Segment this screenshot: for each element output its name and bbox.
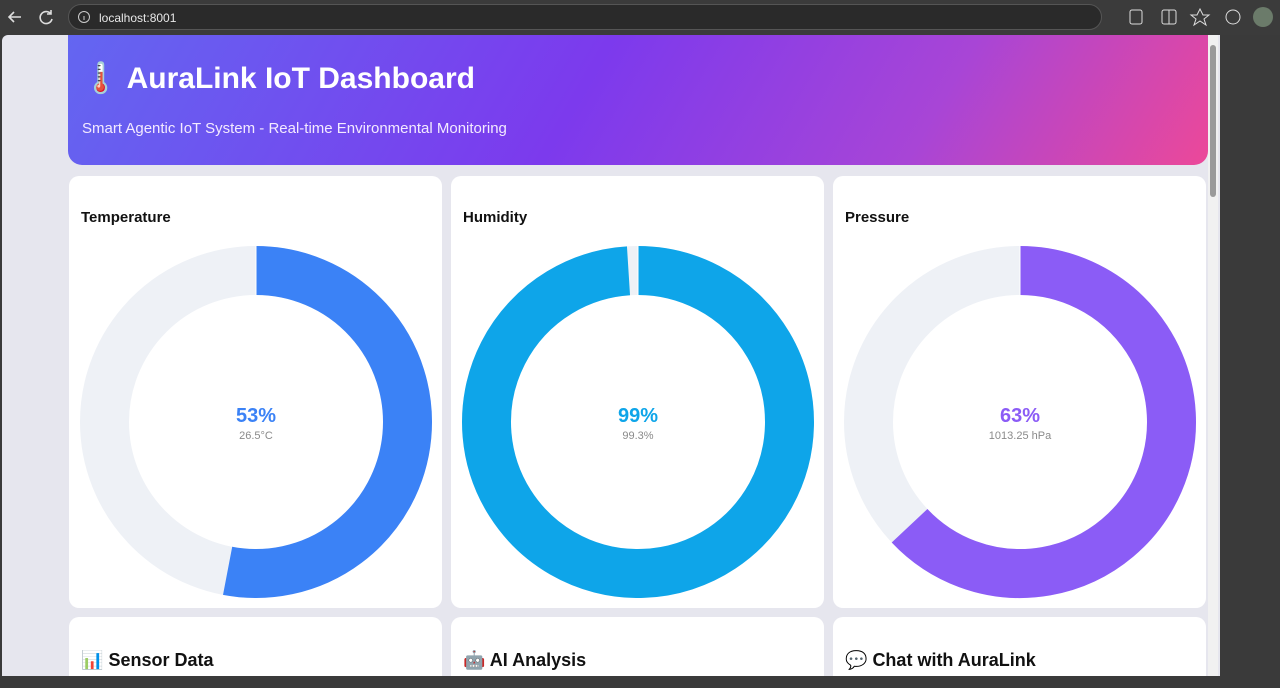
title-text: AuraLink IoT Dashboard — [126, 62, 475, 95]
gauge-percent: 99% — [618, 405, 658, 427]
panel-card: 💬 Chat with AuraLink — [833, 617, 1206, 676]
gauge-percent: 63% — [1000, 405, 1040, 427]
panel-title: 💬 Chat with AuraLink — [845, 650, 1036, 671]
scroll-thumb[interactable] — [1210, 45, 1216, 197]
browser-actions[interactable] — [1110, 0, 1280, 35]
panel-card: 📊 Sensor Data — [69, 617, 442, 676]
info-icon — [78, 11, 90, 23]
gauge-percent: 53% — [236, 405, 276, 427]
gauge-card: 99% 99.3% Humidity — [451, 176, 824, 608]
gauge-card: 53% 26.5°C Temperature — [69, 176, 442, 608]
gauge: 63% 1013.25 hPa — [844, 246, 1196, 598]
panel-title: 🤖 AI Analysis — [463, 650, 586, 671]
gauge-reading: 99.3% — [622, 430, 653, 442]
nav-buttons[interactable] — [0, 0, 60, 35]
panel-icon: 🤖 — [463, 650, 486, 670]
gauge-arc — [891, 246, 1196, 598]
scrollbar[interactable] — [1208, 35, 1218, 676]
panel-card: 🤖 AI Analysis — [451, 617, 824, 676]
panel-title-text: AI Analysis — [489, 650, 587, 670]
gauge-card: 63% 1013.25 hPa Pressure — [833, 176, 1206, 608]
address-bar[interactable]: localhost:8001 — [68, 4, 1102, 30]
gauge-title: Humidity — [463, 209, 528, 226]
browser-toolbar: localhost:8001 — [0, 0, 1280, 35]
header-icon: 🌡️ — [82, 62, 120, 95]
page: 🌡️ AuraLink IoT Dashboard Smart Agentic … — [2, 35, 1220, 676]
subtitle: Smart Agentic IoT System - Real-time Env… — [82, 120, 507, 137]
page-title: 🌡️ AuraLink IoT Dashboard — [82, 61, 475, 96]
gauge-reading: 26.5°C — [239, 430, 273, 442]
panel-title-text: Sensor Data — [108, 650, 214, 670]
header: 🌡️ AuraLink IoT Dashboard Smart Agentic … — [68, 35, 1208, 165]
panel-icon: 📊 — [81, 650, 104, 670]
panel-title-text: Chat with AuraLink — [872, 650, 1036, 670]
gauge: 99% 99.3% — [462, 246, 814, 598]
panel-title: 📊 Sensor Data — [81, 650, 213, 671]
gauge-reading: 1013.25 hPa — [989, 430, 1052, 442]
url: localhost:8001 — [99, 11, 177, 25]
gauge-arc — [223, 246, 432, 598]
gauge-title: Pressure — [845, 209, 910, 226]
gauge-arc — [462, 246, 814, 598]
panel-icon: 💬 — [845, 650, 868, 670]
gauge-title: Temperature — [81, 209, 171, 226]
gauge: 53% 26.5°C — [80, 246, 432, 598]
